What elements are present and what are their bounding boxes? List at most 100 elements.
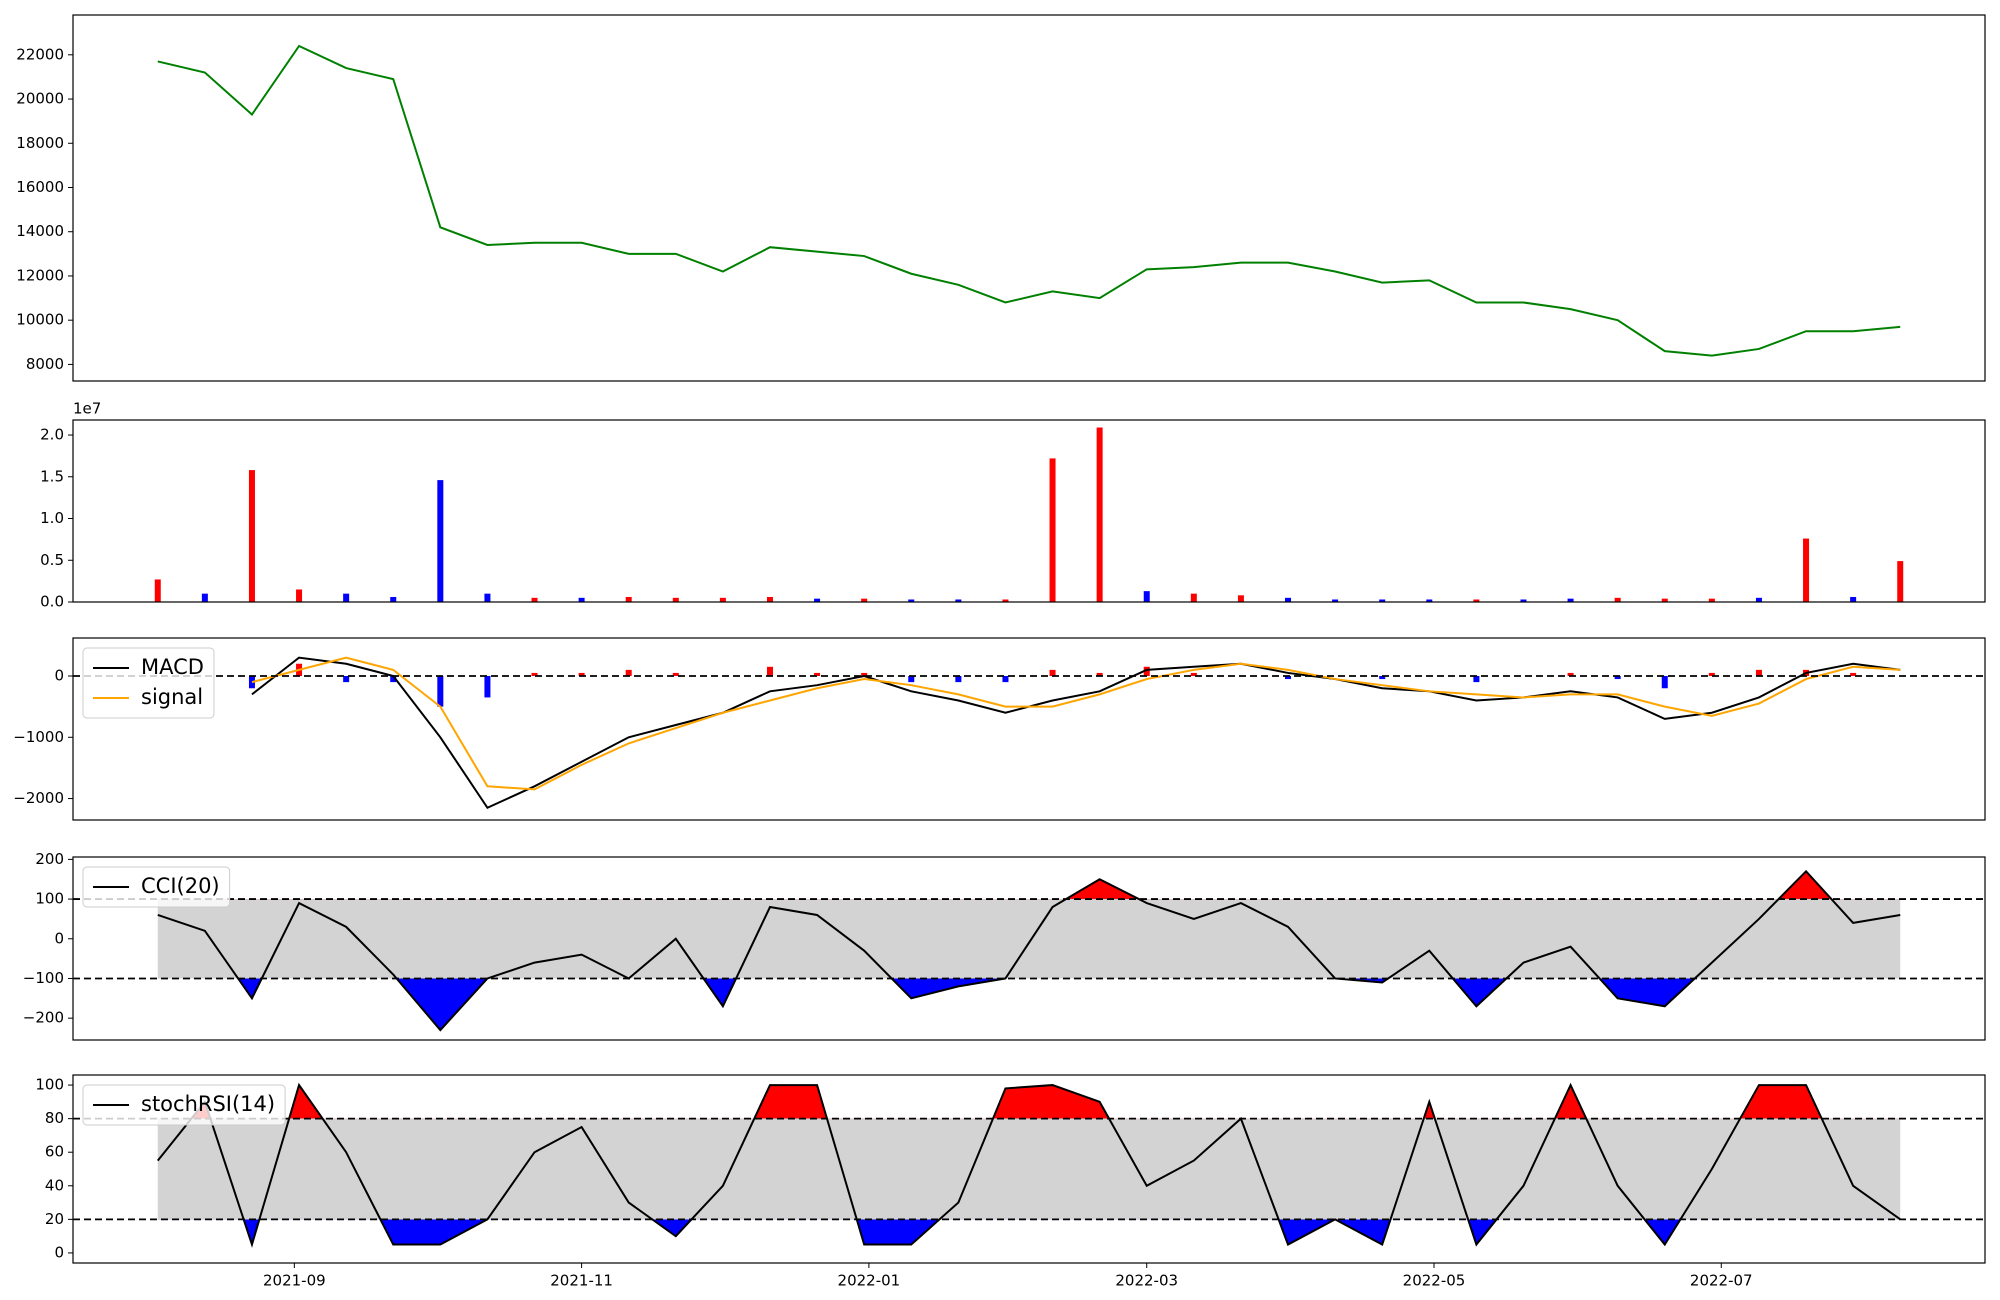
bar — [955, 675, 962, 683]
bar — [1850, 672, 1857, 676]
y-tick-label: 100 — [35, 890, 64, 908]
plot-frame — [72, 856, 1986, 1041]
y-tick-label: 60 — [45, 1143, 64, 1161]
y-tick-label: 12000 — [16, 266, 64, 284]
y-tick-label: 16000 — [16, 178, 64, 196]
bar — [531, 672, 538, 676]
bar — [201, 593, 208, 602]
y-tick-label: 0 — [54, 1243, 64, 1261]
bar — [343, 675, 350, 683]
y-tick-label: 1.5 — [40, 467, 64, 485]
bar — [1002, 675, 1009, 683]
bar — [343, 593, 350, 602]
y-tick-label: −2000 — [13, 789, 64, 807]
bar — [296, 589, 303, 602]
bar — [672, 672, 679, 676]
y-tick-label: 14000 — [16, 222, 64, 240]
legend-label: signal — [141, 685, 203, 709]
legend-label: MACD — [141, 655, 204, 679]
bar — [1473, 675, 1480, 683]
y-tick-label: 200 — [35, 850, 64, 868]
neutral-band — [157, 899, 1901, 979]
bar — [484, 675, 491, 698]
y-tick-label: 18000 — [16, 134, 64, 152]
bar — [908, 599, 915, 602]
bar — [1708, 598, 1715, 602]
bar — [1755, 669, 1762, 676]
bar — [1332, 599, 1339, 602]
bar — [1049, 458, 1056, 602]
bar — [861, 672, 868, 676]
bar — [766, 666, 773, 676]
x-tick-label: 2022-07 — [1690, 1272, 1753, 1290]
line — [251, 656, 1901, 810]
bar — [719, 597, 726, 602]
bar — [154, 579, 161, 602]
line — [157, 869, 1901, 1032]
bar — [1661, 675, 1668, 689]
y-tick-label: 0 — [54, 929, 64, 947]
plot-frame — [72, 419, 1986, 603]
bar — [1708, 672, 1715, 676]
y-tick-label: 80 — [45, 1109, 64, 1127]
y-tick-label: −1000 — [13, 728, 64, 746]
bar — [1426, 599, 1433, 602]
bar — [1567, 598, 1574, 602]
bar — [625, 596, 632, 602]
y-tick-label: 20 — [45, 1210, 64, 1228]
line — [156, 1082, 1901, 1248]
bar — [1520, 599, 1527, 602]
bar — [1237, 595, 1244, 602]
bar — [1096, 672, 1103, 676]
legend: CCI(20) — [82, 866, 231, 908]
bar — [814, 672, 821, 676]
bar — [1285, 597, 1292, 602]
line — [251, 656, 1901, 791]
legend: MACD signal — [82, 647, 215, 719]
bar — [390, 675, 397, 683]
plot-frame — [72, 1074, 1986, 1264]
x-tick-label: 2021-11 — [550, 1272, 613, 1290]
bar — [1850, 596, 1857, 602]
legend-box — [82, 866, 231, 908]
bar — [390, 596, 397, 602]
bar — [578, 672, 585, 676]
y-tick-label: −100 — [23, 969, 64, 987]
bar — [1096, 427, 1103, 602]
y-tick-label: −200 — [23, 1009, 64, 1027]
legend-label: CCI(20) — [141, 874, 220, 898]
bar — [1567, 672, 1574, 676]
bar — [1803, 538, 1810, 602]
y-tick-label: 0.5 — [40, 551, 64, 569]
x-tick-label: 2022-03 — [1115, 1272, 1178, 1290]
y-tick-label: 1.0 — [40, 509, 64, 527]
axis-offset-label: 1e7 — [73, 400, 101, 418]
bar — [908, 675, 915, 683]
legend-box — [82, 647, 215, 719]
bar — [861, 598, 868, 602]
bar — [578, 597, 585, 602]
bar — [1285, 675, 1292, 680]
bar — [1661, 598, 1668, 602]
bar — [1190, 672, 1197, 676]
y-tick-label: 2.0 — [40, 426, 64, 444]
line — [157, 44, 1901, 357]
bar — [437, 480, 444, 602]
y-tick-label: 22000 — [16, 45, 64, 63]
bar — [814, 598, 821, 602]
x-tick-label: 2021-09 — [263, 1272, 326, 1290]
bar — [1002, 599, 1009, 602]
y-tick-label: 100 — [35, 1076, 64, 1094]
legend-label: stochRSI(14) — [141, 1092, 275, 1116]
bar — [484, 593, 491, 602]
bar — [1473, 599, 1480, 602]
bar — [1379, 599, 1386, 602]
bar — [1897, 561, 1904, 602]
bar — [437, 675, 444, 707]
bar — [625, 669, 632, 676]
y-tick-label: 40 — [45, 1176, 64, 1194]
bar — [1379, 675, 1386, 680]
bar — [766, 596, 773, 602]
bar — [531, 597, 538, 602]
